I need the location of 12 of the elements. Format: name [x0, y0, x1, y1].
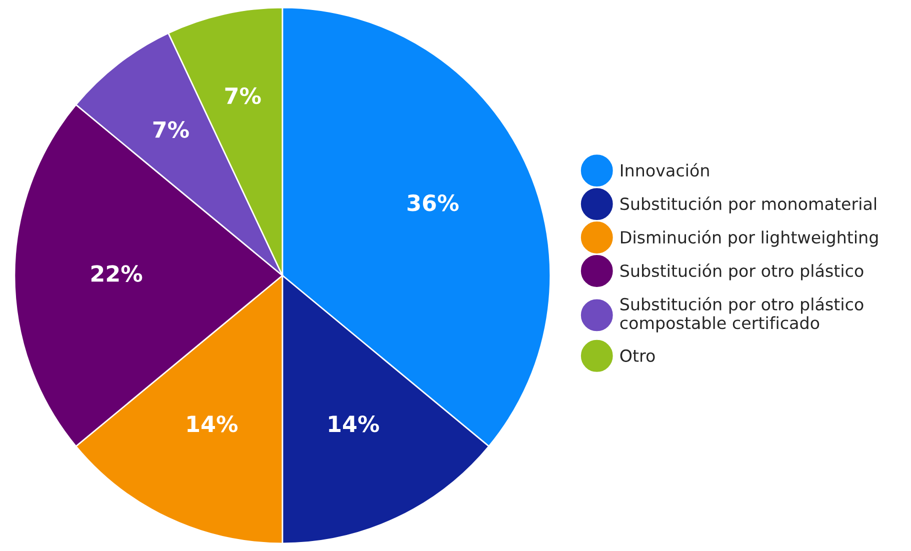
- data-label: 36%: [408, 194, 459, 212]
- legend-label: Otro: [620, 349, 655, 362]
- legend-label: Substitución por otro plástico: [620, 263, 864, 280]
- data-label: 7%: [225, 87, 261, 104]
- legend-label: Substitución por otro plástico compostable certificado: [620, 296, 864, 332]
- data-label: 14%: [329, 415, 380, 432]
- data-label: 7%: [153, 121, 189, 138]
- legend-label: Disminución por lightweighting: [621, 230, 878, 247]
- legend-label: Substitución por monomaterial: [620, 196, 876, 214]
- data-label: 14%: [188, 415, 238, 432]
- legend-label: Innovación: [621, 163, 709, 177]
- data-label: 22%: [91, 265, 142, 282]
